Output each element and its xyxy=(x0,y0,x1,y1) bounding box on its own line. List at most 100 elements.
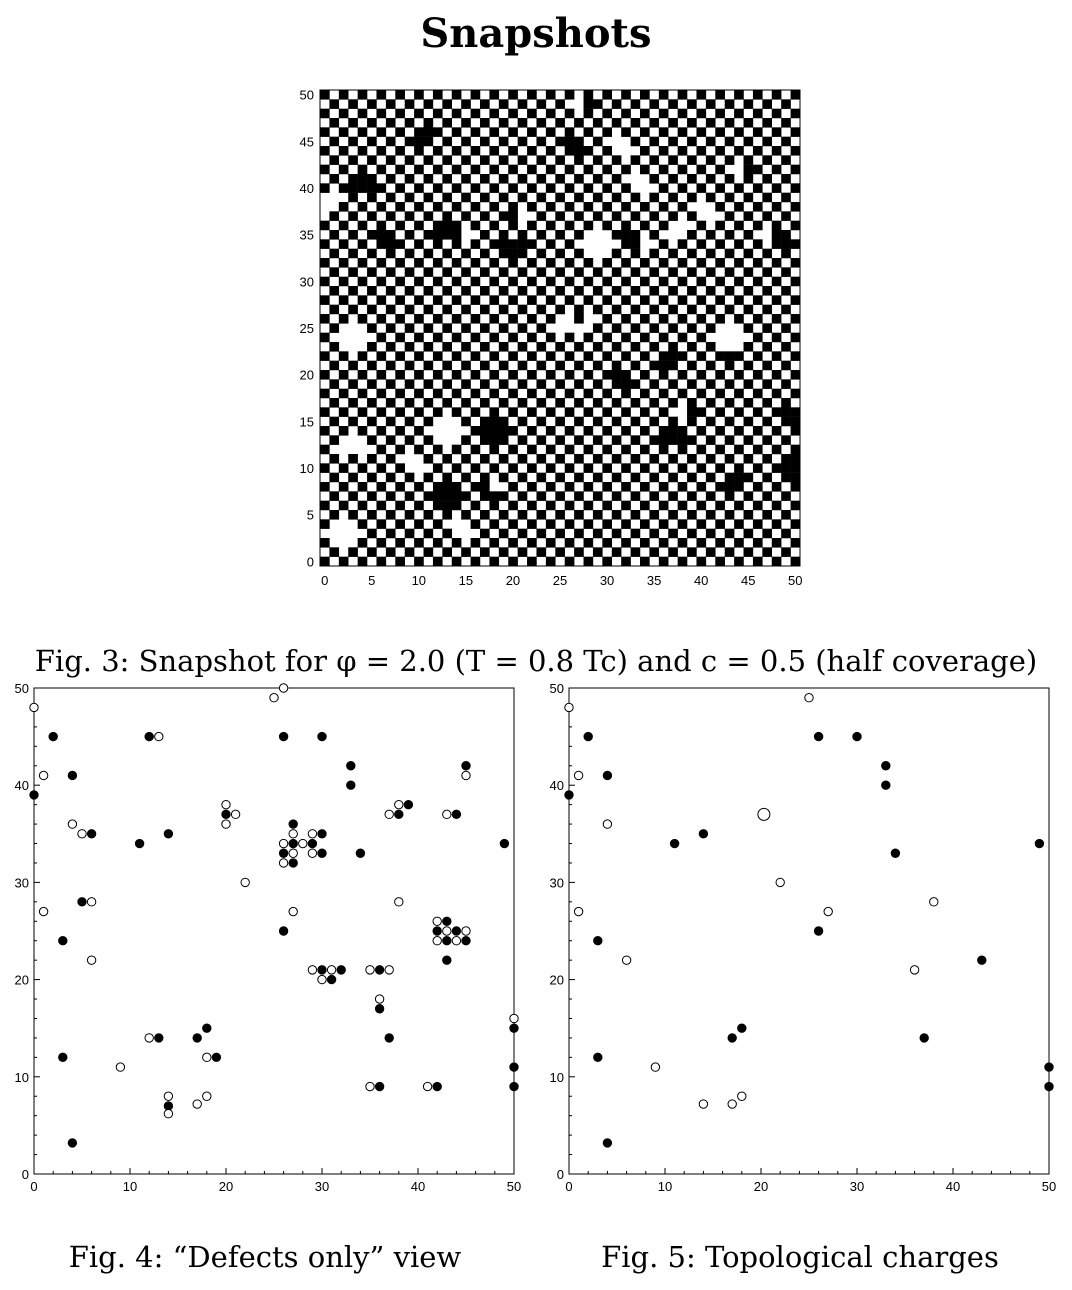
heatmap-cell xyxy=(404,491,415,501)
heatmap-cell xyxy=(555,155,565,165)
heatmap-cell xyxy=(630,239,641,249)
heatmap-cell xyxy=(771,500,782,511)
heatmap-cell xyxy=(320,556,330,567)
heatmap-cell xyxy=(442,174,453,184)
heatmap-cell xyxy=(668,351,678,361)
heatmap-cell xyxy=(385,491,396,501)
heatmap-cell xyxy=(724,379,735,389)
heatmap-cell xyxy=(621,202,631,212)
heatmap-cell xyxy=(451,491,462,501)
open-point xyxy=(288,829,298,839)
heatmap-cell xyxy=(508,239,518,249)
heatmap-cell xyxy=(611,454,622,464)
heatmap-cell xyxy=(705,379,716,389)
heatmap-cell xyxy=(621,444,631,455)
heatmap-cell xyxy=(385,99,396,109)
plot-frame xyxy=(33,687,515,1175)
heatmap-cell xyxy=(715,351,725,361)
heatmap-cell xyxy=(640,388,650,399)
heatmap-cell xyxy=(658,220,669,231)
open-point xyxy=(564,702,574,713)
heatmap-cell xyxy=(574,267,584,277)
heatmap-cell xyxy=(583,183,594,193)
heatmap-cell xyxy=(621,164,631,175)
heatmap-cell xyxy=(367,416,377,427)
heatmap-cell xyxy=(480,454,490,464)
heatmap-cell xyxy=(564,295,575,305)
heatmap-cell xyxy=(611,248,622,259)
heatmap-cell xyxy=(508,146,518,156)
heatmap-cell xyxy=(367,547,377,557)
x-tick-label: 0 xyxy=(30,1179,37,1194)
heatmap-cell xyxy=(583,90,594,100)
heatmap-cell xyxy=(320,519,330,529)
heatmap-cell xyxy=(480,192,490,203)
heatmap-cell xyxy=(461,454,471,464)
heatmap-cell xyxy=(658,360,669,371)
heatmap-cell xyxy=(320,482,330,492)
heatmap-cell xyxy=(461,416,471,427)
heatmap-cell xyxy=(498,491,509,501)
heatmap-cell xyxy=(621,295,631,305)
heatmap-cell xyxy=(414,146,424,156)
heatmap-cell xyxy=(687,118,697,128)
heatmap-cell xyxy=(649,398,660,408)
heatmap-cell xyxy=(442,230,453,240)
heatmap-cell xyxy=(376,482,387,492)
defects-scatter-plot: 0 10 20 30 40 50 0 10 20 30 40 50 xyxy=(15,681,522,1194)
heatmap-cell xyxy=(640,370,650,380)
open-point xyxy=(394,799,404,810)
heatmap-cell xyxy=(602,202,613,212)
heatmap-cell xyxy=(376,230,387,240)
heatmap-cell xyxy=(338,426,349,436)
heatmap-cell xyxy=(367,99,377,109)
x-tick-label: 0 xyxy=(321,573,328,588)
heatmap-cell xyxy=(762,435,773,445)
heatmap-cell xyxy=(555,510,565,520)
heatmap-cell xyxy=(752,482,763,492)
heatmap-cell xyxy=(367,192,377,203)
heatmap-cell xyxy=(461,360,471,371)
heatmap-cell xyxy=(649,118,660,128)
heatmap-cell xyxy=(480,323,490,333)
heatmap-cell xyxy=(621,538,631,548)
heatmap-cell xyxy=(404,248,415,259)
heatmap-cell xyxy=(583,444,594,455)
heatmap-cell xyxy=(583,332,594,343)
heatmap-cell xyxy=(630,99,641,109)
heatmap-cell xyxy=(602,538,613,548)
heatmap-cell xyxy=(705,230,716,240)
heatmap-cell xyxy=(348,267,358,277)
heatmap-cell xyxy=(658,444,669,455)
heatmap-cell xyxy=(536,323,547,333)
heatmap-cell xyxy=(752,127,763,137)
heatmap-cell xyxy=(338,164,349,175)
filled-point xyxy=(317,848,327,858)
heatmap-cell xyxy=(498,472,509,483)
heatmap-cell xyxy=(715,444,725,455)
heatmap-cell xyxy=(536,174,547,184)
filled-point xyxy=(499,838,510,849)
heatmap-cell xyxy=(498,286,509,296)
heatmap-cell xyxy=(705,174,716,184)
heatmap-cell xyxy=(771,127,782,137)
open-point xyxy=(804,693,814,703)
heatmap-cell xyxy=(630,547,641,557)
heatmap-cell xyxy=(762,491,773,501)
heatmap-cell xyxy=(451,146,462,156)
heatmap-cell xyxy=(414,519,424,529)
heatmap-cell xyxy=(574,416,584,427)
heatmap-cell xyxy=(602,482,613,492)
heatmap-cell xyxy=(517,398,528,408)
x-tick-label: 40 xyxy=(946,1179,960,1194)
heatmap-cell xyxy=(640,463,650,473)
heatmap-cell xyxy=(461,155,471,165)
heatmap-cell xyxy=(320,314,330,324)
heatmap-cell xyxy=(564,426,575,436)
heatmap-cell xyxy=(762,192,773,203)
heatmap-cell xyxy=(574,547,584,557)
heatmap-cell xyxy=(489,146,500,156)
filled-point xyxy=(346,780,356,790)
heatmap-cell xyxy=(677,276,688,287)
heatmap-cell xyxy=(461,118,471,128)
